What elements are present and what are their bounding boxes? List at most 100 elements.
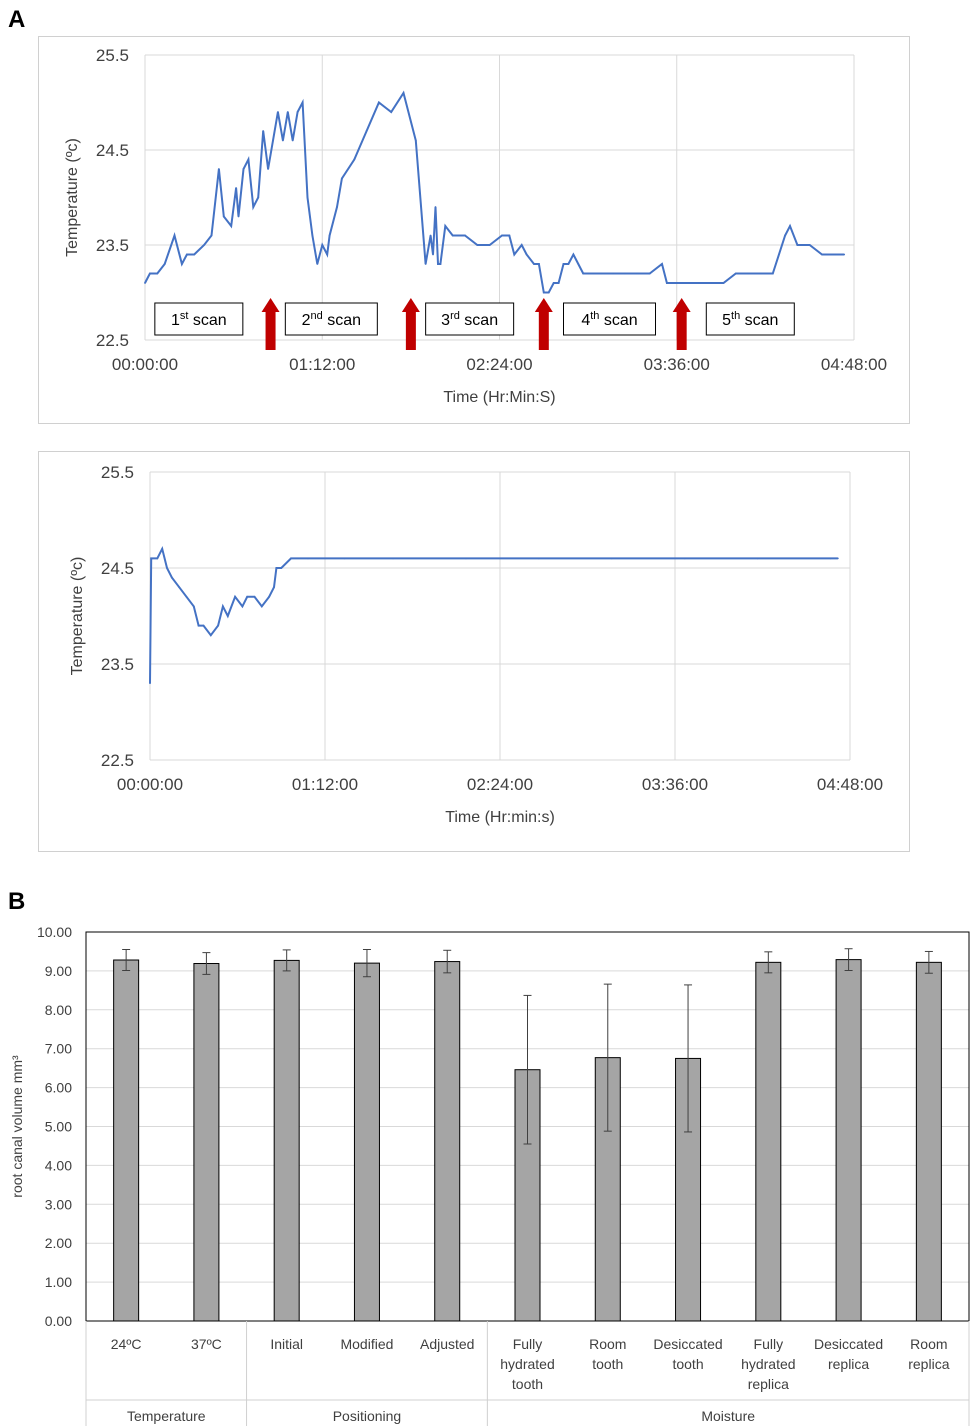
- data-point: [432, 253, 434, 256]
- data-point: [821, 253, 823, 256]
- data-point: [149, 682, 151, 685]
- category-label: Fully: [513, 1336, 543, 1352]
- data-point: [217, 168, 220, 170]
- scan-label-box: [705, 302, 795, 336]
- data-point: [267, 168, 269, 170]
- y-axis-title: root canal volume mm³: [9, 1055, 25, 1198]
- y-tick-label: 25.5: [96, 46, 129, 65]
- category-label: tooth: [672, 1356, 703, 1372]
- x-tick-label: 03:36:00: [642, 775, 708, 794]
- y-tick-label: 1.00: [45, 1274, 72, 1290]
- data-point: [392, 557, 394, 560]
- panel-label-b: B: [8, 888, 26, 915]
- data-point: [599, 272, 602, 275]
- data-point: [547, 291, 550, 294]
- data-point: [451, 234, 454, 237]
- data-point: [192, 605, 195, 608]
- data-point: [230, 225, 233, 227]
- data-point: [277, 111, 279, 113]
- data-point: [316, 263, 319, 265]
- y-tick-label: 9.00: [45, 963, 72, 979]
- data-point: [414, 139, 417, 142]
- data-point: [513, 253, 516, 256]
- data-point: [306, 196, 309, 199]
- data-point: [648, 272, 651, 275]
- data-point: [301, 101, 304, 104]
- data-point: [567, 263, 570, 265]
- data-point: [756, 557, 759, 560]
- data-point: [636, 272, 639, 275]
- data-point: [226, 615, 229, 617]
- data-point: [321, 244, 324, 246]
- data-point: [341, 177, 343, 180]
- data-point: [149, 272, 151, 275]
- x-tick-label: 02:24:00: [467, 775, 533, 794]
- bar: [113, 959, 140, 1322]
- x-axis-title: Time (Hr:min:s): [445, 809, 555, 826]
- y-tick-label: 24.5: [101, 559, 134, 578]
- data-point: [592, 272, 594, 275]
- x-tick-label: 00:00:00: [112, 355, 178, 374]
- data-point: [326, 253, 329, 256]
- scan-label: 1st scan: [171, 310, 227, 329]
- category-label: Fully: [754, 1336, 784, 1352]
- data-point: [234, 595, 236, 598]
- y-tick-label: 23.5: [96, 236, 129, 255]
- data-point: [246, 595, 249, 598]
- y-tick-label: 0.00: [45, 1313, 72, 1329]
- data-point: [666, 282, 668, 284]
- category-label: Initial: [270, 1336, 303, 1352]
- y-tick-label: 6.00: [45, 1080, 72, 1096]
- data-point: [675, 282, 678, 284]
- y-tick-label: 8.00: [45, 1002, 72, 1018]
- y-tick-label: 23.5: [101, 655, 134, 674]
- y-tick-label: 25.5: [101, 463, 134, 482]
- data-point: [610, 557, 613, 560]
- bar: [835, 959, 862, 1322]
- data-point: [242, 168, 245, 170]
- data-point: [273, 586, 275, 589]
- data-point: [173, 234, 176, 237]
- scan-label-box: [563, 302, 657, 336]
- red-arrow: [672, 298, 691, 350]
- scan-label: 4th scan: [581, 310, 637, 329]
- data-point: [272, 139, 274, 142]
- chart-frame-a-upper: [38, 36, 910, 424]
- bar: [915, 961, 942, 1322]
- data-point: [151, 557, 154, 560]
- x-axis-title: Time (Hr:Min:S): [443, 389, 555, 406]
- data-point: [260, 605, 263, 608]
- category-label: hydrated: [741, 1356, 795, 1372]
- data-point: [275, 567, 278, 569]
- scan-label-box: [425, 302, 515, 336]
- data-point: [710, 282, 713, 284]
- x-tick-label: 04:48:00: [821, 355, 887, 374]
- panel-label-a: A: [8, 6, 26, 33]
- category-label: Room: [589, 1336, 626, 1352]
- x-tick-label: 01:12:00: [292, 775, 358, 794]
- data-point: [197, 624, 200, 627]
- data-point: [353, 158, 356, 161]
- data-point: [680, 282, 683, 284]
- data-point: [437, 263, 439, 265]
- category-label: tooth: [592, 1356, 623, 1372]
- category-label: replica: [908, 1356, 949, 1372]
- data-point: [235, 187, 237, 189]
- y-axis-title: Temperature (ºc): [64, 138, 81, 257]
- data-point: [296, 111, 299, 113]
- scan-label-box: [154, 302, 244, 336]
- data-point: [217, 624, 219, 627]
- data-point: [520, 244, 523, 246]
- data-point: [237, 215, 240, 218]
- category-label: replica: [828, 1356, 869, 1372]
- data-point: [624, 272, 626, 275]
- y-tick-label: 10.00: [37, 924, 72, 940]
- scan-label: 3rd scan: [441, 310, 498, 329]
- data-point: [789, 225, 791, 227]
- data-point: [508, 234, 511, 237]
- data-point: [552, 282, 555, 284]
- data-point: [734, 272, 737, 275]
- data-point: [557, 282, 560, 284]
- data-point: [670, 282, 673, 284]
- data-point: [836, 557, 839, 560]
